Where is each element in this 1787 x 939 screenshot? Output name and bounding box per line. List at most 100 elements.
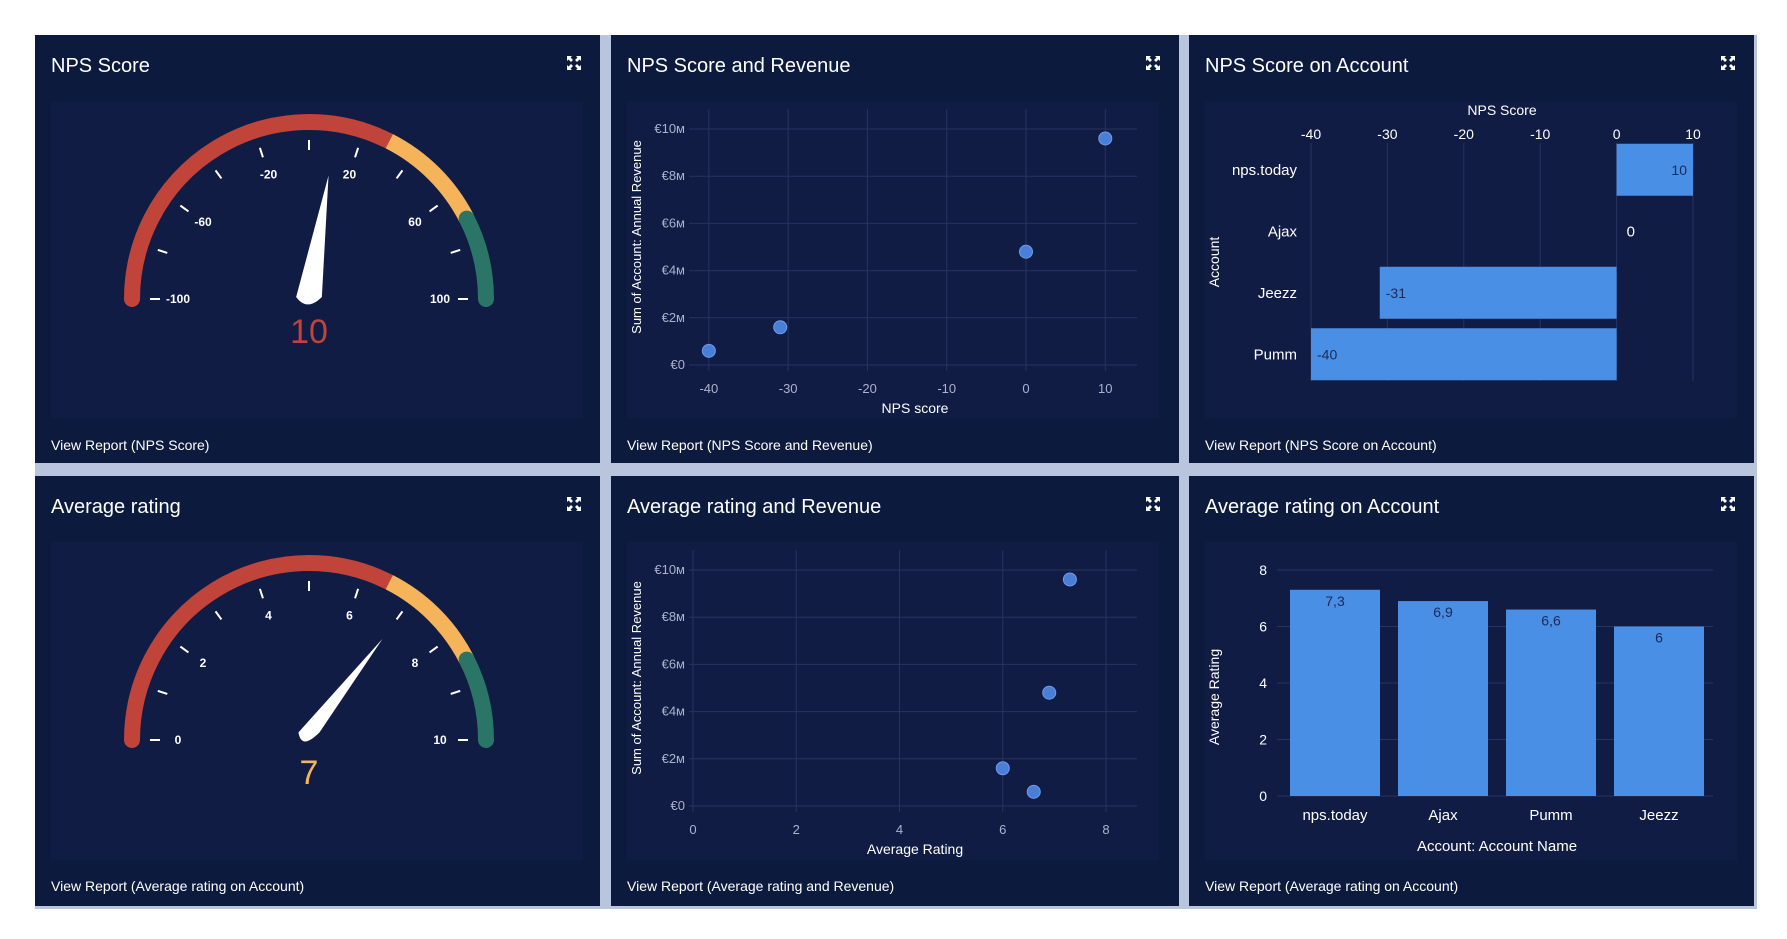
bar-value-label: 10 — [1671, 162, 1687, 178]
expand-arrow — [1154, 497, 1160, 503]
x-axis-title: Account: Account Name — [1417, 838, 1577, 855]
x-tick-label: -10 — [1530, 126, 1550, 142]
bar — [1616, 143, 1693, 196]
card-nps-score-gauge: NPS Score -100 -60 -20 20 60 100 10 View Repor… — [35, 35, 600, 463]
gauge-band — [124, 555, 398, 748]
gauge-tick-label: 20 — [343, 167, 357, 181]
expand-icon[interactable] — [1145, 496, 1161, 512]
gauge-tick-label: -60 — [194, 215, 212, 229]
expand-arrow — [575, 505, 581, 511]
category-label: nps.today — [1302, 807, 1368, 824]
y-tick-label: €8м — [662, 168, 685, 183]
x-tick-label: 10 — [1685, 126, 1701, 142]
gauge-band — [458, 651, 494, 748]
gauge-value: 7 — [300, 754, 319, 792]
view-report-link[interactable]: View Report (Average rating and Revenue) — [627, 878, 895, 894]
expand-arrow — [1729, 64, 1735, 70]
gauge-tick-label: 4 — [265, 608, 272, 622]
gauge-needle — [296, 175, 329, 305]
scatter-point — [701, 343, 716, 358]
expand-arrow — [1721, 505, 1727, 511]
card-title: Average rating and Revenue — [627, 496, 882, 518]
category-label: Pumm — [1529, 807, 1572, 824]
expand-arrow — [1721, 64, 1727, 70]
expand-icon[interactable] — [1145, 55, 1161, 71]
card-title: NPS Score — [51, 55, 150, 77]
scatter-point — [1026, 784, 1041, 799]
y-tick-label: €2м — [662, 310, 685, 325]
gauge-tick — [354, 147, 360, 158]
scatter-point — [995, 761, 1010, 776]
scatter-point — [773, 320, 788, 335]
gauge-tick — [395, 169, 404, 180]
expand-arrow — [575, 64, 581, 70]
category-label: Jeezz — [1639, 807, 1678, 824]
card-title: NPS Score and Revenue — [627, 55, 851, 77]
gauge-tick-label: 6 — [346, 608, 353, 622]
gauge-tick — [179, 204, 190, 213]
x-tick-label: -30 — [1377, 126, 1397, 142]
view-report-link[interactable]: View Report (NPS Score) — [51, 437, 210, 453]
x-tick-label: -20 — [858, 381, 877, 396]
expand-arrow — [567, 497, 573, 503]
y-tick-label: €0 — [671, 798, 685, 813]
expand-arrow — [1729, 505, 1735, 511]
y-axis-title: Account — [1206, 237, 1222, 288]
card-rating-on-account: Average rating on Account 0 2 4 6 8 Average R… — [1189, 476, 1754, 906]
gauge-tick — [428, 204, 439, 213]
expand-arrow — [1146, 64, 1152, 70]
expand-icon[interactable] — [566, 55, 582, 71]
gauge-tick — [258, 588, 264, 599]
expand-icon[interactable] — [1720, 496, 1736, 512]
y-tick-label: 4 — [1259, 675, 1267, 691]
x-tick-label: 2 — [793, 822, 800, 837]
category-label: Jeezz — [1258, 285, 1297, 302]
y-tick-label: €10м — [654, 562, 685, 577]
gauge-tick — [214, 610, 223, 621]
view-report-link[interactable]: View Report (NPS Score on Account) — [1205, 437, 1437, 453]
scatter-point — [1098, 131, 1113, 146]
chart-area: NPS Score -40 -30 -20 -10 0 10 Account nps.today… — [1205, 101, 1737, 419]
gauge-tick-label: 60 — [408, 215, 422, 229]
bar-value-label: 6,6 — [1541, 613, 1561, 629]
x-tick-label: -10 — [937, 381, 956, 396]
gauge-tick-label: 0 — [175, 733, 182, 747]
x-axis-title: NPS score — [882, 400, 949, 416]
expand-icon[interactable] — [1720, 55, 1736, 71]
expand-arrow — [575, 497, 581, 503]
gauge-tick — [450, 689, 461, 695]
expand-arrow — [1721, 56, 1727, 62]
chart-area: 0 2 4 6 8 €0 €2м €4м €6м €8м €10м Average Rating Sum… — [627, 542, 1159, 860]
expand-arrow — [1154, 505, 1160, 511]
y-tick-label: €6м — [662, 215, 685, 230]
gauge-tick — [157, 248, 168, 254]
scatter-point — [1042, 685, 1057, 700]
nps-account-bar-chart: NPS Score -40 -30 -20 -10 0 10 Account nps.today… — [1206, 102, 1701, 381]
view-report-link[interactable]: View Report (NPS Score and Revenue) — [627, 437, 873, 453]
view-report-link[interactable]: View Report (Average rating on Account) — [51, 878, 305, 894]
card-average-rating-gauge: Average rating 0 2 4 6 8 10 7 View Report (Ave… — [35, 476, 600, 906]
bar — [1311, 328, 1617, 381]
chart-area: 0 2 4 6 8 10 7 — [51, 542, 583, 860]
y-axis-title: Sum of Account: Annual Revenue — [629, 581, 644, 775]
gauge-tick-label: 8 — [412, 656, 419, 670]
chart-area: 0 2 4 6 8 Average Rating Account: Account Name… — [1205, 542, 1737, 860]
gauge-needle — [298, 638, 383, 742]
category-label: Pumm — [1254, 346, 1297, 363]
y-tick-label: €2м — [662, 751, 685, 766]
view-report-link[interactable]: View Report (Average rating on Account) — [1205, 878, 1459, 894]
gauge-value: 10 — [290, 313, 328, 351]
card-rating-revenue: Average rating and Revenue 0 2 4 6 8 €0 €2м €4м… — [611, 476, 1179, 906]
gauge-tick-label: -20 — [260, 167, 278, 181]
expand-icon[interactable] — [566, 496, 582, 512]
bar — [1290, 589, 1380, 796]
x-tick-label: -30 — [779, 381, 798, 396]
nps-gauge-chart: -100 -60 -20 20 60 100 10 — [124, 114, 494, 351]
nps-revenue-scatter: -40 -30 -20 -10 0 10 €0 €2м €4м €6м €8м €10м NPS sco… — [629, 109, 1137, 416]
y-tick-label: €0 — [671, 357, 685, 372]
expand-arrow — [575, 56, 581, 62]
expand-arrow — [567, 64, 573, 70]
x-tick-label: 0 — [689, 822, 696, 837]
expand-arrow — [1154, 64, 1160, 70]
expand-arrow — [1729, 497, 1735, 503]
